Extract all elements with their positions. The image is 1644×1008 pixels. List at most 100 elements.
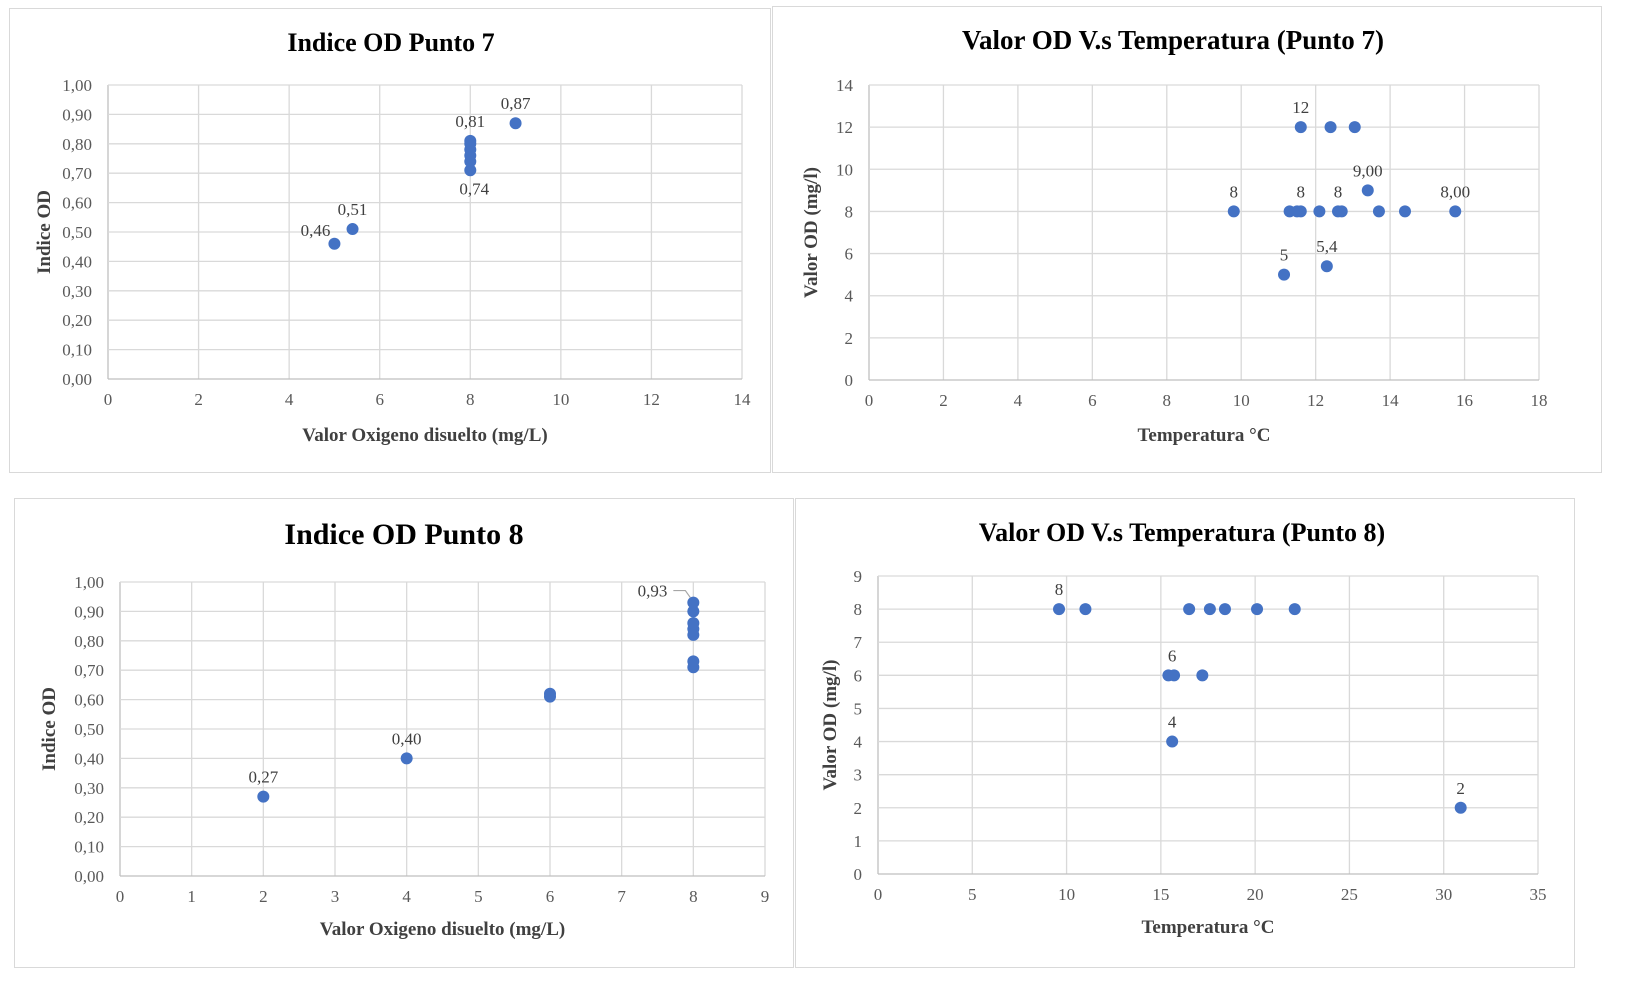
x-tick-label: 2 — [259, 887, 268, 906]
y-tick-label: 0 — [845, 371, 854, 390]
data-point — [1324, 121, 1337, 134]
x-tick-label: 14 — [1382, 391, 1400, 410]
data-point — [1251, 603, 1264, 616]
x-tick-label: 0 — [865, 391, 874, 410]
y-tick-label: 0,40 — [62, 252, 92, 271]
y-tick-label: 3 — [854, 766, 863, 785]
data-point — [464, 134, 477, 147]
data-label: 0,87 — [501, 94, 531, 113]
x-tick-label: 8 — [689, 887, 698, 906]
data-point — [1372, 205, 1385, 218]
x-axis-title: Valor Oxigeno disuelto (mg/L) — [320, 919, 565, 940]
data-point — [1294, 205, 1307, 218]
data-label: 4 — [1168, 713, 1177, 732]
data-point — [1288, 603, 1301, 616]
x-tick-label: 5 — [474, 887, 483, 906]
data-point — [400, 752, 413, 765]
x-tick-label: 4 — [285, 390, 294, 409]
x-tick-label: 5 — [968, 885, 977, 904]
data-label: 0,40 — [392, 729, 422, 748]
x-tick-label: 2 — [939, 391, 948, 410]
data-point — [687, 596, 700, 609]
data-point — [1294, 121, 1307, 134]
y-tick-label: 9 — [854, 567, 863, 586]
y-tick-label: 8 — [845, 202, 854, 221]
y-tick-label: 1,00 — [74, 573, 104, 592]
data-label: 6 — [1168, 646, 1177, 665]
y-tick-label: 2 — [854, 799, 863, 818]
x-tick-label: 15 — [1152, 885, 1169, 904]
data-label: 2 — [1456, 779, 1465, 798]
x-tick-label: 35 — [1530, 885, 1547, 904]
x-tick-label: 30 — [1435, 885, 1452, 904]
data-point — [1053, 603, 1066, 616]
chart-panel-3: Indice OD Punto 8 0 1 2 3 4 5 6 7 8 9 0,00 0,10 0,20 0… — [14, 498, 794, 968]
data-point — [1449, 205, 1462, 218]
x-tick-label: 6 — [1088, 391, 1097, 410]
data-point — [1278, 268, 1291, 281]
y-tick-label: 2 — [845, 329, 854, 348]
data-label: 0,46 — [301, 221, 331, 240]
data-point — [1183, 603, 1196, 616]
x-tick-label: 18 — [1531, 391, 1548, 410]
y-tick-label: 0,40 — [74, 749, 104, 768]
x-tick-label: 2 — [194, 390, 203, 409]
x-tick-label: 8 — [1163, 391, 1172, 410]
y-tick-label: 12 — [836, 118, 853, 137]
data-point — [1313, 205, 1326, 218]
y-tick-label: 6 — [845, 245, 854, 264]
data-label: 8 — [1297, 182, 1306, 201]
data-point — [464, 164, 477, 177]
y-tick-label: 6 — [854, 666, 863, 685]
leader-line — [673, 589, 691, 598]
chart-title: Valor OD V.s Temperatura (Punto 7) — [962, 25, 1384, 55]
chart-title: Indice OD Punto 8 — [284, 518, 523, 551]
y-tick-label: 0,00 — [74, 867, 104, 886]
data-label: 8 — [1055, 580, 1064, 599]
y-tick-label: 4 — [845, 287, 854, 306]
y-tick-label: 0,80 — [74, 632, 104, 651]
data-point — [1218, 603, 1231, 616]
y-tick-label: 0,30 — [74, 779, 104, 798]
y-tick-label: 0,30 — [62, 282, 92, 301]
chart-svg-2: Valor OD V.s Temperatura (Punto 7) 0 2 4 6 8 1… — [801, 25, 1548, 446]
x-tick-label: 7 — [617, 887, 626, 906]
y-axis-title: Valor OD (mg/l) — [820, 660, 841, 791]
data-point — [687, 605, 700, 618]
x-tick-label: 8 — [466, 390, 475, 409]
y-tick-label: 0,90 — [74, 602, 104, 621]
chart-svg-4: Valor OD V.s Temperatura (Punto 8)0 5 10 15… — [820, 518, 1547, 938]
x-axis-title: Temperatura °C — [1141, 917, 1274, 938]
data-point — [509, 117, 522, 130]
data-point — [544, 687, 556, 700]
y-tick-label: 7 — [854, 633, 863, 652]
chart-svg-1: Indice OD Punto 7 0 2 4 6 8 10 12 14 0,00 0,10 0,20… — [34, 28, 752, 446]
data-label: 12 — [1292, 98, 1309, 117]
y-tick-label: 0,20 — [74, 808, 104, 827]
data-point — [1361, 184, 1374, 197]
x-tick-label: 10 — [552, 390, 569, 409]
data-label: 0,81 — [455, 112, 485, 131]
data-label: 8 — [1230, 182, 1239, 201]
x-tick-label: 20 — [1247, 885, 1264, 904]
y-axis-title: Indice OD — [39, 687, 60, 771]
data-label: 0,51 — [338, 200, 368, 219]
data-label: 0,93 — [638, 582, 668, 601]
x-tick-label: 0 — [104, 390, 113, 409]
x-tick-label: 1 — [187, 887, 196, 906]
y-tick-label: 0,10 — [74, 838, 104, 857]
data-label: 9,00 — [1353, 161, 1383, 180]
y-tick-label: 0,90 — [62, 105, 92, 124]
y-tick-label: 0,20 — [62, 311, 92, 330]
x-tick-label: 6 — [546, 887, 555, 906]
x-axis-title: Valor Oxigeno disuelto (mg/L) — [302, 425, 547, 446]
y-tick-label: 5 — [854, 699, 863, 718]
x-tick-label: 14 — [734, 390, 752, 409]
y-tick-label: 0,50 — [74, 720, 104, 739]
y-tick-label: 0,70 — [62, 164, 92, 183]
data-point — [1203, 603, 1216, 616]
y-tick-label: 4 — [854, 733, 863, 752]
x-tick-label: 0 — [116, 887, 125, 906]
y-tick-label: 1 — [854, 832, 863, 851]
data-point — [687, 655, 700, 668]
